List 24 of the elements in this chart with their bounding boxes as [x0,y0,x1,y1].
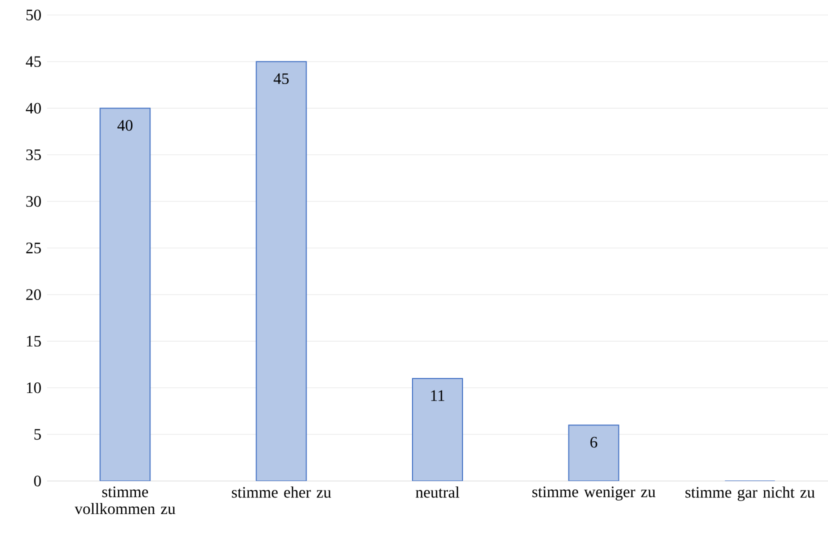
x-tick-label: stimme eher zu [232,486,332,498]
bar [412,378,464,481]
data-label: 45 [274,73,289,84]
x-tick-label: stimme vollkommen zu [74,486,176,514]
data-label: 40 [117,120,132,131]
y-tick-label: 15 [26,336,41,347]
y-tick-label: 5 [34,429,41,440]
x-tick-label: neutral [416,486,460,498]
y-tick-label: 20 [26,289,41,300]
bar [568,424,620,481]
y-tick-label: 40 [26,102,41,114]
x-tick-label: stimme gar nicht zu [685,486,815,502]
y-tick-label: 30 [26,196,41,207]
y-tick-label: 10 [26,382,41,394]
y-tick-label: 35 [26,149,41,160]
data-label: 6 [590,436,598,448]
y-tick-label: 50 [26,10,41,20]
y-tick-label: 0 [34,476,41,486]
data-label: 11 [431,390,444,401]
x-tick-label: stimme weniger zu [532,486,656,501]
y-tick-label: 25 [26,242,41,254]
y-tick-label: 45 [26,56,41,67]
bar [256,61,307,481]
bar [100,108,151,481]
